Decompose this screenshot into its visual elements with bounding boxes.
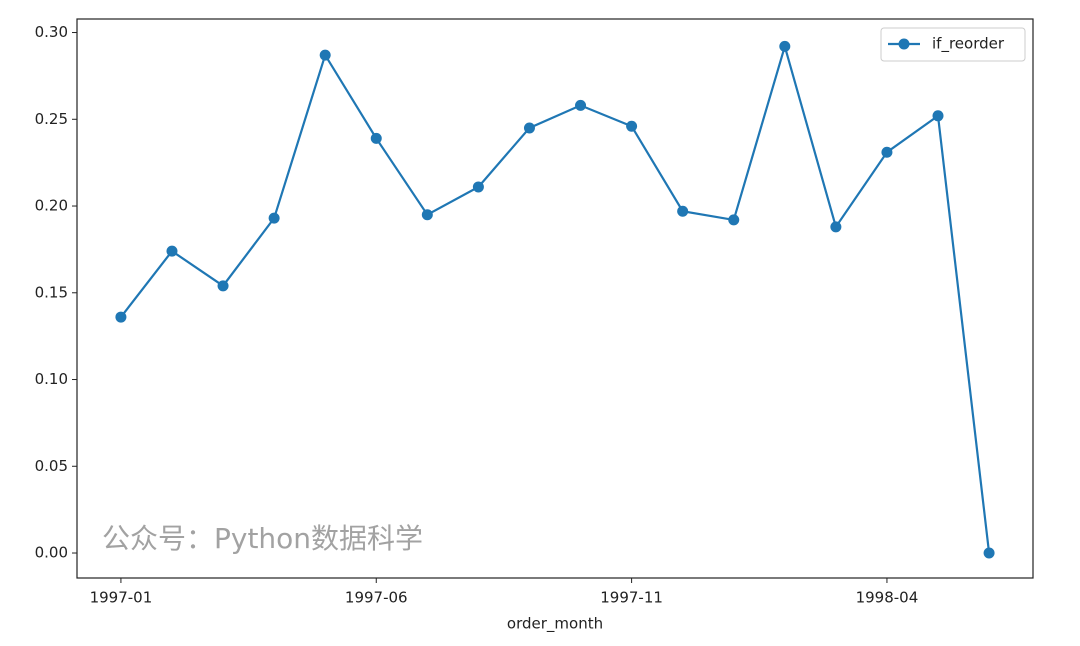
line xyxy=(120,42,991,554)
point xyxy=(115,311,127,323)
legend-box xyxy=(880,27,1026,62)
point xyxy=(983,547,995,559)
point xyxy=(268,212,280,224)
x-tick-label: 1998-04 xyxy=(856,589,919,607)
y-tick-label: 0.30 xyxy=(35,23,68,41)
point xyxy=(728,214,740,226)
point xyxy=(472,181,484,193)
point xyxy=(370,132,382,144)
x-tick-label: 1997-11 xyxy=(600,589,663,607)
point xyxy=(166,245,178,257)
legend-marker xyxy=(898,38,910,50)
plot-frame xyxy=(76,18,1034,579)
point xyxy=(881,146,893,158)
point xyxy=(932,110,944,122)
y-tick-label: 0.15 xyxy=(35,283,68,301)
point xyxy=(523,122,535,134)
point xyxy=(319,49,331,61)
y-tick-label: 0.25 xyxy=(35,110,68,128)
watermark: 公众号：Python数据科学 xyxy=(102,522,423,555)
point xyxy=(575,99,587,111)
x-tick-label: 1997-01 xyxy=(90,589,153,607)
point xyxy=(677,205,689,217)
x-tick-label: 1997-06 xyxy=(345,589,408,607)
point xyxy=(626,120,638,132)
point xyxy=(217,280,229,292)
y-tick-label: 0.10 xyxy=(35,370,68,388)
point xyxy=(421,209,433,221)
point xyxy=(830,221,842,233)
point xyxy=(779,40,791,52)
legend-label: if_reorder xyxy=(932,35,1005,54)
y-tick-label: 0.00 xyxy=(35,544,68,562)
y-tick-label: 0.05 xyxy=(35,457,68,475)
y-tick-label: 0.20 xyxy=(35,197,68,215)
x-axis-label: order_month xyxy=(507,615,603,634)
